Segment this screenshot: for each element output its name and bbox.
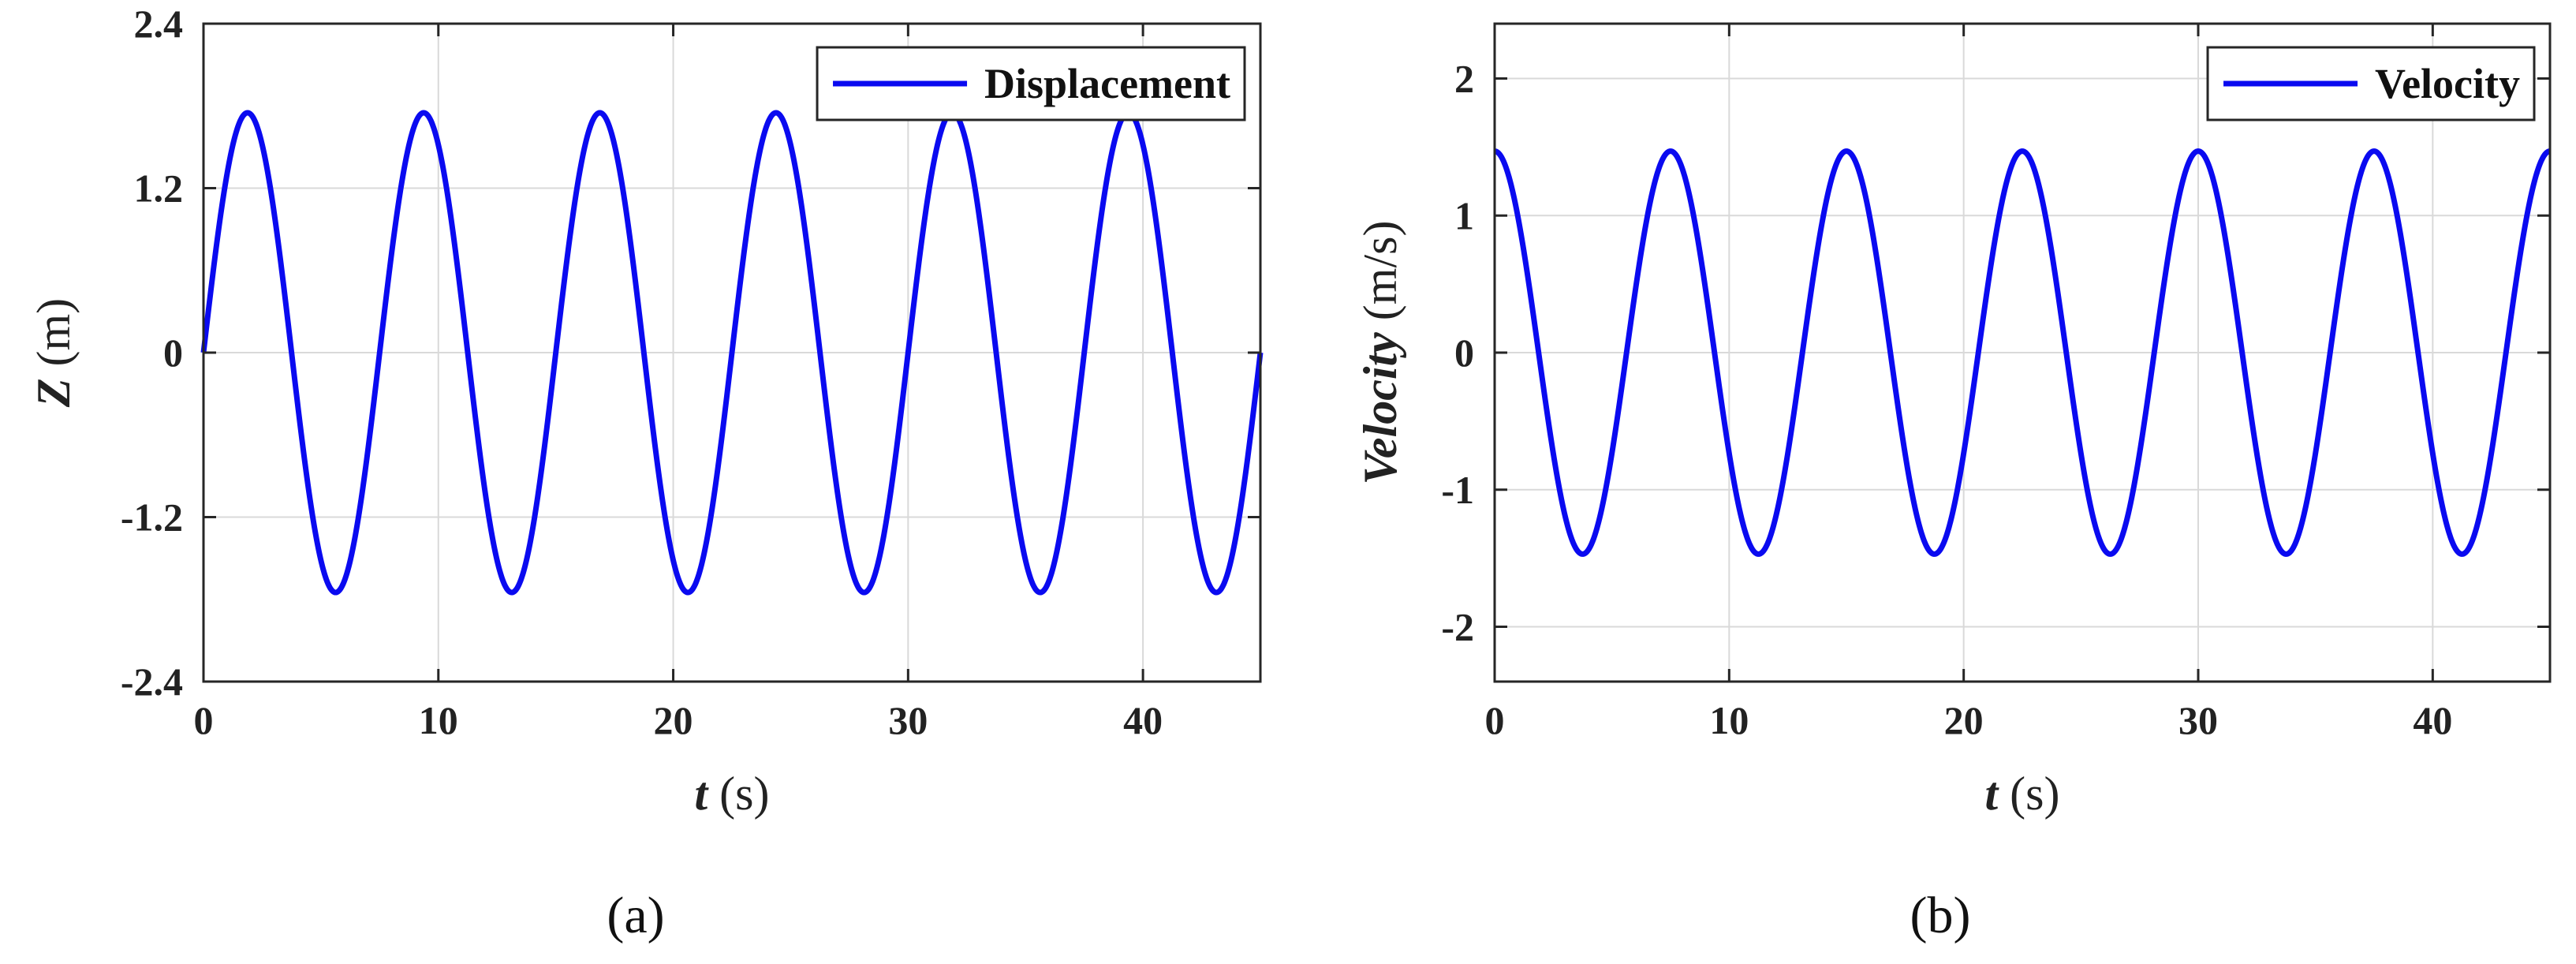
y-tick-label: 0 — [1454, 331, 1474, 375]
panel-label-a: (a) — [607, 887, 664, 944]
x-tick-label: 10 — [1709, 698, 1749, 742]
legend: Velocity — [2206, 46, 2536, 121]
y-axis-label: Velocity (m/s) — [1354, 221, 1406, 485]
series-line-velocity — [1492, 148, 2552, 557]
panel-label-b: (b) — [1910, 887, 1971, 944]
x-axis-unit: (s) — [707, 768, 769, 820]
x-axis-symbol: t — [1985, 768, 2000, 820]
y-tick-label: 0 — [163, 331, 183, 375]
legend: Displacement — [816, 46, 1246, 121]
x-tick-label: 40 — [1123, 698, 1163, 742]
y-tick-label: -1 — [1441, 468, 1474, 512]
y-tick-label: 2.4 — [134, 2, 184, 46]
series-line-displacement — [200, 110, 1264, 596]
x-tick-label: 40 — [2413, 698, 2452, 742]
y-axis-symbol: Z — [28, 378, 80, 408]
y-tick-label: 1.2 — [134, 166, 184, 211]
y-axis-label: Z (m) — [28, 298, 80, 408]
y-axis-unit: (m) — [28, 298, 80, 379]
x-tick-label: 0 — [194, 698, 214, 742]
x-tick-label: 30 — [888, 698, 928, 742]
x-tick-label: 30 — [2178, 698, 2218, 742]
x-axis-unit: (s) — [1998, 768, 2059, 820]
y-tick-label: 1 — [1454, 193, 1474, 237]
x-axis-label: t (s) — [695, 768, 770, 820]
x-axis-label: t (s) — [1985, 768, 2060, 820]
tick-marks — [202, 22, 1260, 683]
legend-label-displacement: Displacement — [984, 60, 1230, 107]
grid-lines — [1495, 24, 2550, 682]
tick-marks — [1493, 24, 2550, 682]
y-axis-symbol: Velocity — [1354, 332, 1406, 485]
tick-labels: 0 10 20 30 40 2.4 1.2 0 -1.2 -2.4 — [121, 2, 1163, 742]
y-tick-label: 2 — [1454, 57, 1474, 101]
x-tick-label: 20 — [654, 698, 693, 742]
legend-label-velocity: Velocity — [2375, 60, 2520, 107]
x-tick-label: 0 — [1485, 698, 1505, 742]
y-tick-label: -1.2 — [121, 495, 183, 540]
chart-displacement: 0 10 20 30 40 2.4 1.2 0 -1.2 -2.4 Displacement t … — [28, 2, 1264, 944]
x-tick-label: 20 — [1944, 698, 1984, 742]
y-axis-unit: (m/s) — [1354, 221, 1406, 333]
y-tick-label: -2.4 — [121, 659, 183, 704]
y-tick-label: -2 — [1441, 605, 1474, 649]
x-axis-symbol: t — [695, 768, 710, 820]
x-tick-label: 10 — [419, 698, 458, 742]
